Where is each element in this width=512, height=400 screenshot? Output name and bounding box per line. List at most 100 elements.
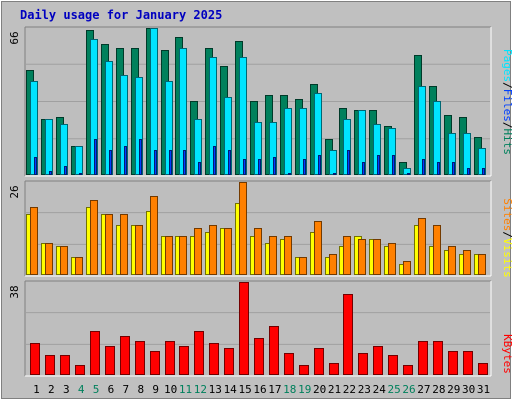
chart-title: Daily usage for January 2025 [20, 8, 222, 22]
bar-kbytes-2 [45, 355, 55, 375]
bar-sites-1 [30, 207, 38, 275]
bar-sites-18 [284, 236, 292, 275]
bar-sites-26 [403, 261, 411, 275]
bar-kbytes-4 [75, 365, 85, 375]
axis-label-part: Hits [501, 129, 512, 156]
bar-sites-16 [254, 228, 262, 275]
bar-pages-30 [467, 168, 470, 175]
bar-sites-28 [433, 225, 441, 275]
day-label-14: 14 [224, 383, 238, 396]
ymax-label-kbytes: 38 [8, 285, 21, 298]
bar-pages-31 [482, 168, 485, 175]
bar-kbytes-20 [314, 348, 324, 375]
bar-kbytes-28 [433, 341, 443, 375]
bar-sites-7 [120, 214, 128, 275]
bar-pages-9 [154, 150, 157, 175]
bar-sites-8 [135, 225, 143, 275]
bar-files-15 [239, 57, 247, 175]
bar-sites-10 [165, 236, 173, 275]
day-label-1: 1 [33, 383, 40, 396]
axis-label-separator: / [501, 122, 512, 129]
axis-label-kbytes: KBytes [501, 334, 512, 374]
bar-pages-15 [243, 159, 246, 175]
axis-label-part: Pages [501, 49, 512, 82]
bar-pages-2 [49, 171, 52, 175]
bar-sites-14 [224, 228, 232, 275]
bar-sites-29 [448, 246, 456, 275]
axis-label-part: Visits [501, 238, 512, 278]
bar-kbytes-6 [105, 346, 115, 375]
bar-files-2 [45, 119, 53, 175]
bar-files-21 [329, 150, 337, 175]
bar-kbytes-27 [418, 341, 428, 375]
day-label-5: 5 [93, 383, 100, 396]
bar-pages-11 [183, 150, 186, 175]
bar-files-4 [75, 146, 83, 175]
bar-sites-11 [179, 236, 187, 275]
day-label-31: 31 [477, 383, 490, 396]
bar-kbytes-1 [30, 343, 40, 375]
bar-pages-14 [228, 150, 231, 175]
bar-sites-9 [150, 196, 158, 275]
bar-kbytes-3 [60, 355, 70, 375]
bar-pages-26 [407, 173, 410, 175]
day-label-21: 21 [328, 383, 341, 396]
bar-sites-3 [60, 246, 68, 275]
day-label-15: 15 [238, 383, 251, 396]
bar-pages-20 [318, 155, 321, 175]
bar-sites-15 [239, 182, 247, 275]
bar-kbytes-10 [165, 341, 175, 375]
bar-kbytes-11 [179, 346, 189, 375]
bar-sites-22 [343, 236, 351, 275]
day-label-30: 30 [462, 383, 475, 396]
day-label-24: 24 [373, 383, 387, 396]
bar-pages-12 [198, 162, 201, 175]
bar-sites-19 [299, 257, 307, 275]
bar-kbytes-29 [448, 351, 458, 375]
day-label-10: 10 [164, 383, 177, 396]
day-label-11: 11 [179, 383, 192, 396]
bar-pages-17 [273, 157, 276, 175]
bar-sites-12 [194, 228, 202, 275]
day-label-19: 19 [298, 383, 311, 396]
bar-sites-2 [45, 243, 53, 275]
bar-pages-18 [288, 173, 291, 175]
bar-kbytes-12 [194, 331, 204, 375]
bar-pages-27 [422, 159, 425, 175]
day-label-8: 8 [137, 383, 144, 396]
bar-kbytes-18 [284, 353, 294, 375]
day-label-22: 22 [343, 383, 356, 396]
bar-kbytes-5 [90, 331, 100, 375]
day-label-29: 29 [447, 383, 460, 396]
bar-kbytes-16 [254, 338, 264, 375]
bar-pages-22 [347, 150, 350, 175]
bar-sites-31 [478, 254, 486, 275]
ymax-label-hits-files-pages: 66 [8, 31, 21, 44]
bar-sites-21 [329, 254, 337, 275]
day-label-4: 4 [78, 383, 85, 396]
day-label-18: 18 [283, 383, 296, 396]
day-label-16: 16 [253, 383, 266, 396]
bar-sites-23 [358, 239, 366, 275]
bar-kbytes-8 [135, 341, 145, 375]
bar-pages-19 [303, 159, 306, 175]
bar-pages-21 [333, 173, 336, 175]
bar-sites-20 [314, 221, 322, 275]
bar-kbytes-7 [120, 336, 130, 375]
bar-pages-8 [139, 139, 142, 175]
axis-label-part: Files [501, 89, 512, 122]
bar-sites-25 [388, 243, 396, 275]
bar-pages-6 [109, 150, 112, 175]
axis-label-separator: / [501, 231, 512, 238]
axis-label-separator: / [501, 82, 512, 89]
bar-kbytes-15 [239, 282, 249, 375]
bar-pages-1 [34, 157, 37, 175]
day-label-17: 17 [268, 383, 281, 396]
axis-label-visits-sites: Sites/Visits [501, 198, 512, 278]
bar-pages-28 [437, 162, 440, 175]
bar-sites-30 [463, 250, 471, 275]
bar-pages-3 [64, 166, 67, 175]
